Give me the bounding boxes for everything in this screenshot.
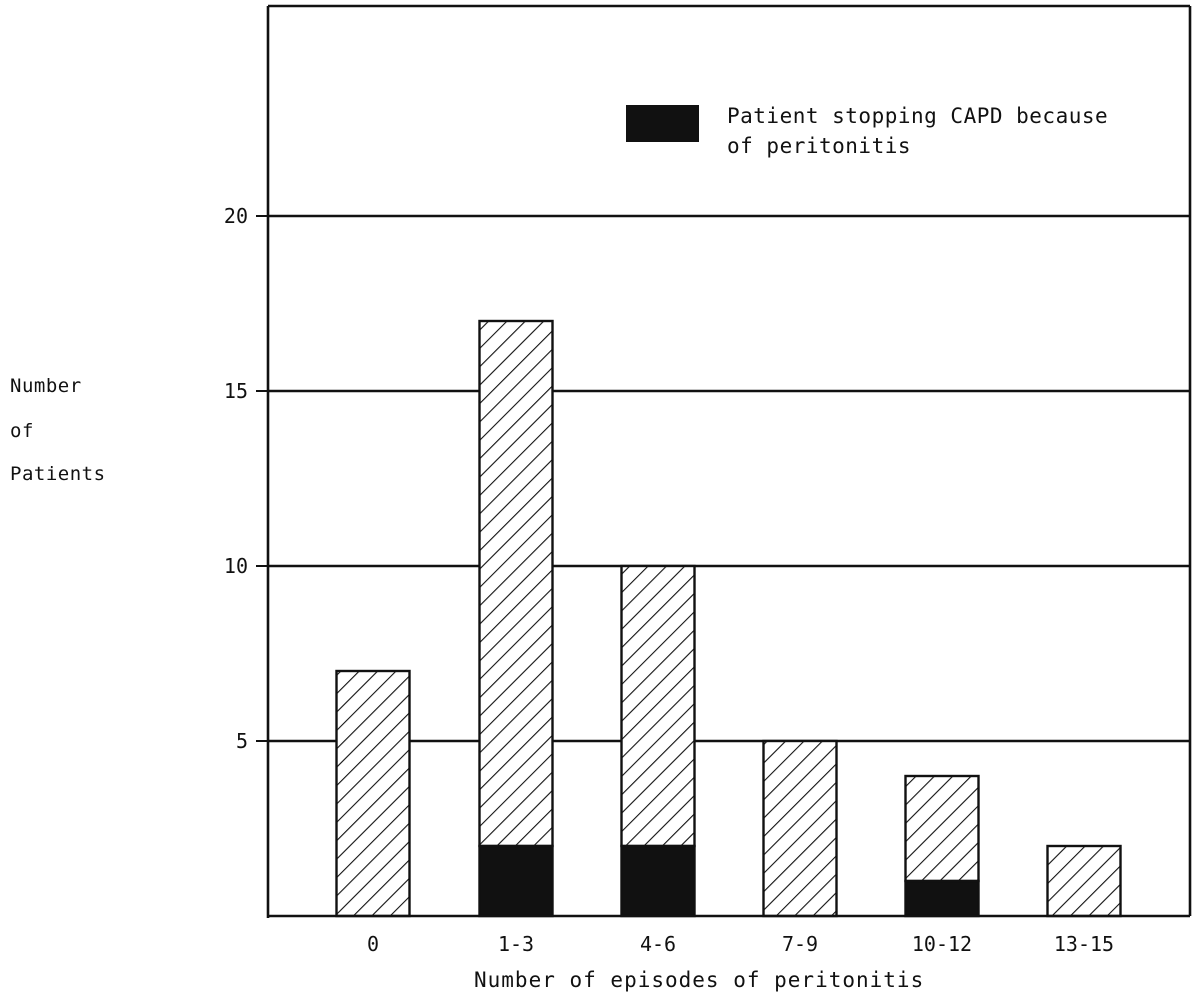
- bar-segment-hatched: [762, 739, 838, 918]
- y-tick-label: 10: [224, 554, 248, 578]
- x-tick-label: 7-9: [782, 932, 818, 956]
- x-tick-label: 0: [367, 932, 379, 956]
- plot-frame: [266, 4, 1192, 918]
- x-axis-label: Number of episodes of peritonitis: [474, 968, 925, 992]
- legend: [626, 105, 699, 142]
- y-axis-label-line: Patients: [10, 463, 106, 485]
- x-tick-label: 10-12: [912, 932, 972, 956]
- bar-segment-solid: [620, 844, 696, 918]
- grid-lines: [268, 214, 1190, 743]
- y-axis-label-line: Number: [10, 375, 82, 397]
- y-axis-label-line: of: [10, 420, 34, 442]
- x-tick-label: 1-3: [498, 932, 534, 956]
- bars: [335, 319, 1122, 918]
- bar-segment-hatched: [1046, 844, 1122, 918]
- x-tick-label: 13-15: [1054, 932, 1114, 956]
- bar-segment-hatched: [904, 774, 980, 883]
- bar-segment-hatched: [478, 319, 554, 848]
- bar-segment-hatched: [335, 669, 411, 918]
- bar-segment-hatched: [620, 564, 696, 848]
- y-tick-label: 5: [236, 729, 248, 753]
- tick-labels: 5 10 15 20 0 1-3 4-6 7-9 10-12 13-15: [224, 204, 1114, 956]
- legend-swatch-solid: [626, 105, 699, 142]
- x-tick-label: 4-6: [640, 932, 676, 956]
- legend-label: of peritonitis: [727, 134, 912, 158]
- y-tick-label: 20: [224, 204, 248, 228]
- legend-label: Patient stopping CAPD because: [727, 104, 1109, 128]
- bar-segment-solid: [904, 879, 980, 918]
- bar-segment-solid: [478, 844, 554, 918]
- y-tick-label: 15: [224, 379, 248, 403]
